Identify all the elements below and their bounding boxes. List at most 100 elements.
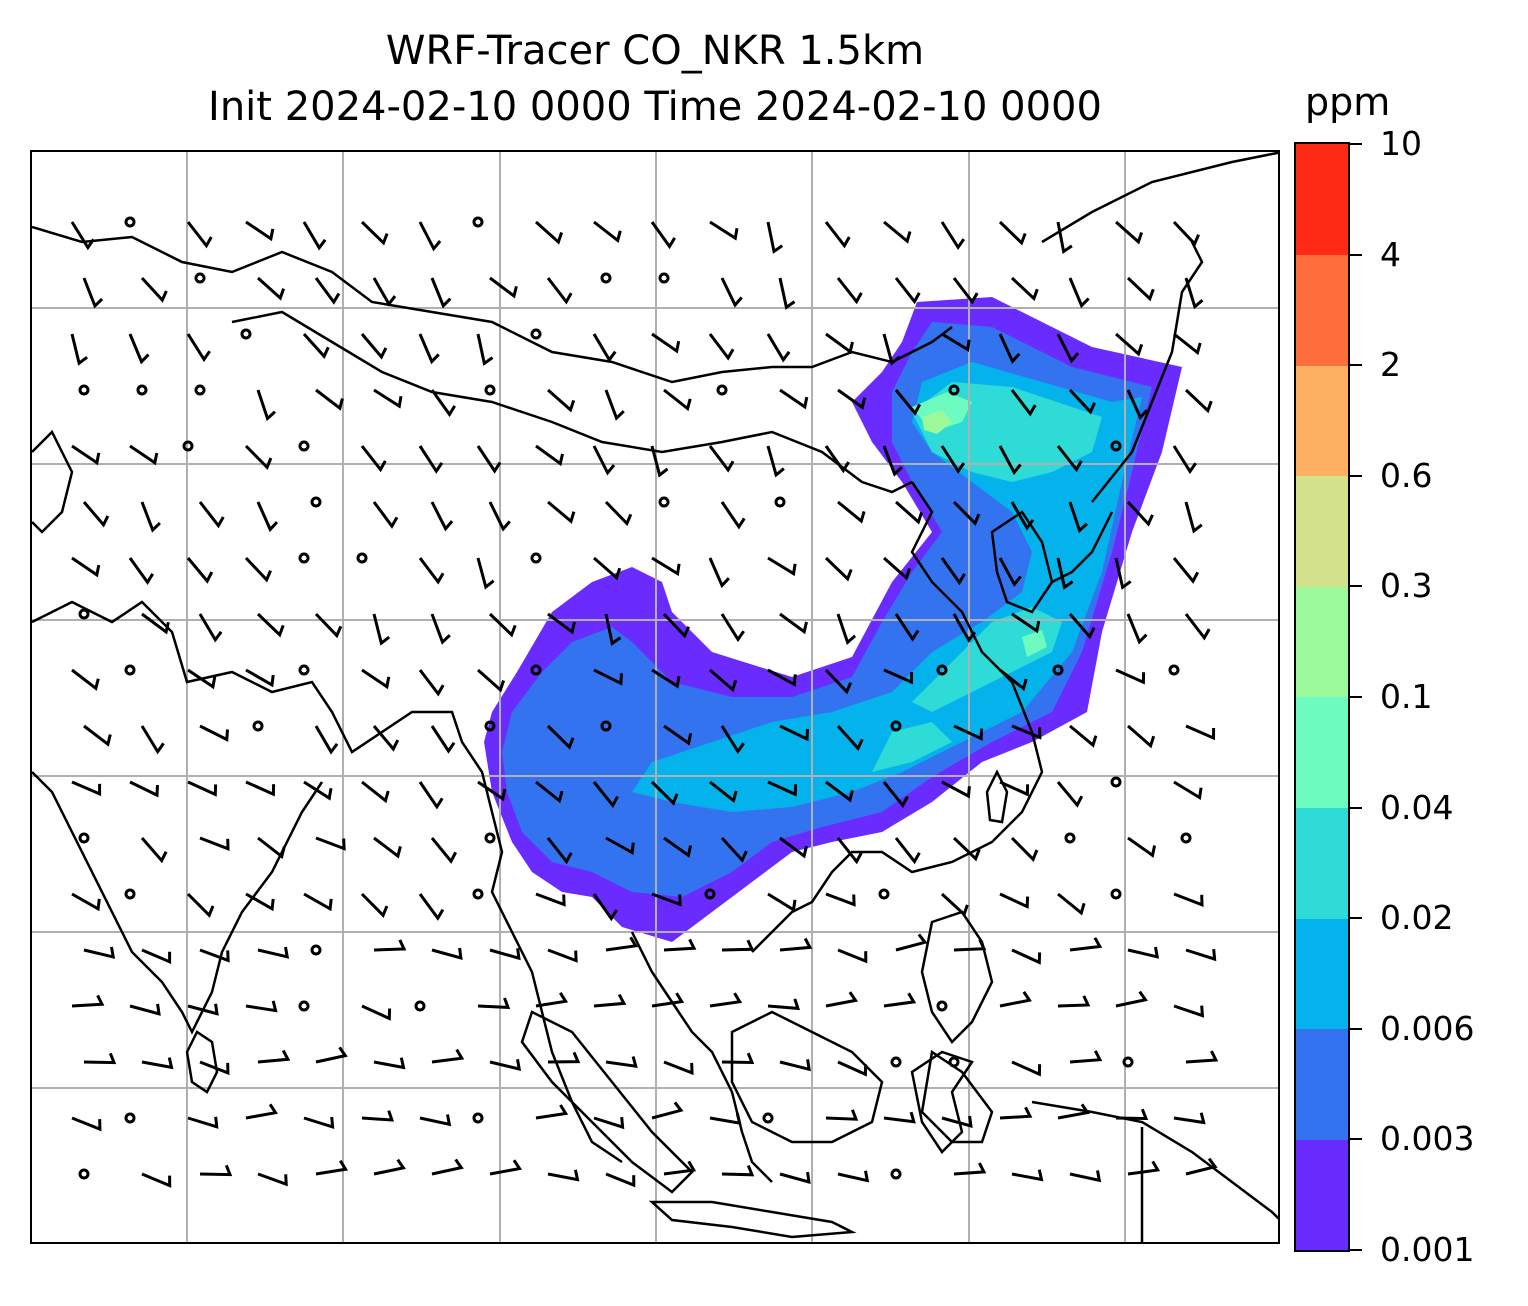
wind-barb (941, 780, 971, 799)
colorbar-tick (1350, 806, 1362, 809)
wind-barb (824, 445, 850, 474)
colorbar-band-4-10 (1296, 144, 1348, 256)
wind-barb (1115, 668, 1146, 685)
wind-barb (431, 1158, 464, 1176)
wind-barb (535, 892, 566, 907)
calm-wind-marker (658, 272, 670, 284)
wind-barb (360, 333, 388, 360)
wind-barb (547, 1169, 580, 1182)
wind-barb (245, 668, 275, 688)
colorbar-tick-label: 0.1 (1380, 677, 1433, 716)
coastline-srilanka (185, 1030, 219, 1094)
calm-wind-marker (1168, 664, 1180, 676)
wind-barb (825, 332, 854, 355)
wind-barb (836, 277, 863, 305)
wind-barb (766, 221, 784, 254)
wind-barb (604, 613, 622, 646)
wind-barb (141, 612, 170, 635)
wind-barb (1127, 724, 1156, 749)
wind-barb (882, 445, 903, 477)
wind-barb (592, 333, 617, 363)
colorbar (1294, 142, 1350, 1252)
wind-barb (605, 1172, 636, 1188)
wind-barb (651, 556, 681, 577)
wind-barb (1069, 1050, 1103, 1064)
wind-barb (314, 725, 339, 755)
wind-barb (779, 388, 809, 410)
wind-barb (71, 556, 101, 578)
wind-barb (593, 220, 622, 243)
coastline-arabia-edge (32, 429, 74, 534)
coastline-kamchatka (1041, 152, 1278, 244)
colorbar-tick (1350, 1138, 1362, 1141)
wind-barb (895, 500, 924, 525)
wind-barb (824, 221, 851, 249)
calm-wind-marker (194, 384, 206, 396)
wind-barb (1185, 1050, 1219, 1064)
wind-barb (1056, 781, 1084, 808)
wind-barb (1127, 946, 1160, 959)
wind-barb (1172, 220, 1200, 247)
colorbar-tick-label: 0.003 (1380, 1119, 1475, 1159)
calm-wind-marker (1110, 776, 1122, 788)
wind-barb (372, 277, 397, 307)
wind-barb (315, 1046, 348, 1064)
wind-barb (360, 445, 387, 473)
wind-barb (140, 725, 165, 755)
wind-barb (779, 836, 808, 859)
wind-barb (1173, 1112, 1206, 1125)
wind-barb (894, 277, 921, 305)
calm-wind-marker (310, 496, 322, 508)
wind-barb (361, 668, 391, 690)
calm-wind-marker (414, 1000, 426, 1012)
wind-barb (1010, 836, 1039, 862)
colorbar-tick-label: 0.006 (1380, 1008, 1475, 1048)
wind-barb (779, 937, 813, 952)
wind-barb (1056, 221, 1073, 255)
wind-barb (83, 946, 116, 959)
wind-barb (257, 946, 290, 959)
wind-barb (1126, 389, 1149, 421)
calm-wind-marker (1180, 832, 1192, 844)
wind-barb (489, 948, 521, 961)
wind-barb (1068, 388, 1096, 415)
wind-barb (1172, 445, 1197, 475)
wind-barb (663, 1160, 697, 1176)
wind-barb (488, 612, 517, 638)
wind-barb (1056, 445, 1083, 473)
wind-barb (535, 1104, 569, 1120)
wind-barb (1069, 724, 1098, 748)
wind-barb (244, 444, 273, 470)
wind-barb (547, 948, 578, 963)
wind-barb (418, 781, 444, 810)
wind-barb (720, 277, 743, 308)
wind-barb (709, 220, 739, 241)
wind-barb (547, 1051, 581, 1064)
wind-barb (70, 221, 95, 251)
wind-barb (592, 781, 619, 809)
wind-barb (418, 221, 442, 252)
wind-barb (720, 501, 746, 530)
wind-barb (372, 613, 391, 646)
wind-barb (952, 500, 981, 526)
calm-wind-marker (310, 944, 322, 956)
wind-barb (998, 557, 1022, 588)
calm-wind-marker (484, 832, 496, 844)
wind-barb (199, 1164, 233, 1177)
wind-barb (360, 892, 389, 918)
wind-barb (779, 1171, 811, 1185)
wind-barb (1184, 277, 1204, 310)
coastline-india-peninsula (32, 771, 324, 1035)
calm-wind-marker (890, 1168, 902, 1180)
wind-barb (187, 1116, 219, 1129)
calm-wind-marker (774, 496, 786, 508)
wind-barb (245, 1000, 278, 1013)
wind-barb (837, 388, 867, 410)
wind-barb (361, 1004, 392, 1021)
wind-barb (315, 388, 344, 411)
colorbar-band-0.04-0.1 (1296, 697, 1348, 809)
wind-barb (779, 1059, 811, 1072)
wind-barb (1068, 501, 1088, 534)
wind-barb (767, 668, 797, 687)
wind-barb (129, 1003, 161, 1016)
